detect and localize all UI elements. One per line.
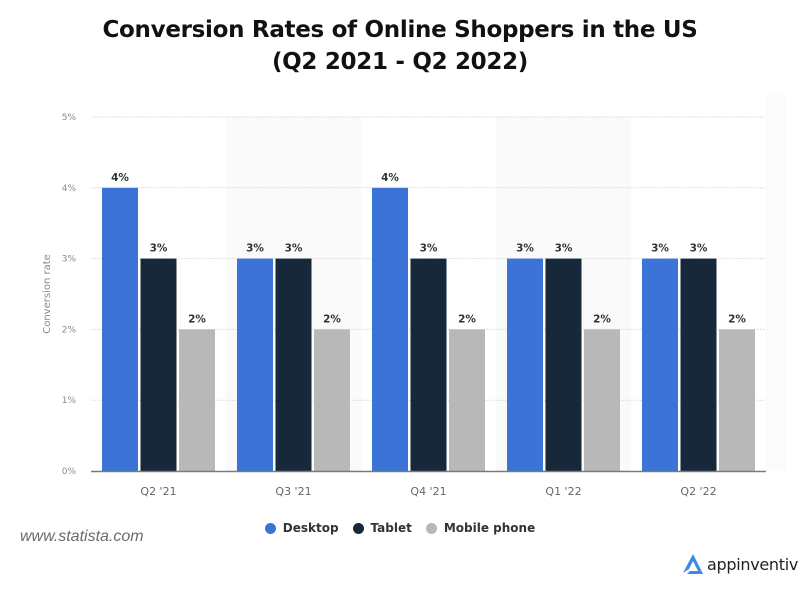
bars — [102, 187, 755, 472]
legend-item-mobile-phone[interactable]: Mobile phone — [425, 521, 536, 535]
y-axis-label: Conversion rate — [42, 254, 53, 334]
x-tick-label: Q4 '21 — [410, 485, 446, 498]
bar-mobile-phone[interactable] — [179, 329, 215, 471]
data-label: 3% — [246, 243, 264, 255]
chart-title-line-2: (Q2 2021 - Q2 2022) — [271, 49, 529, 75]
y-tick-label: 5% — [62, 113, 77, 123]
legend-label: Tablet — [370, 521, 412, 535]
bar-chart: 0% 1% 2% 3% 4% 5% Conversion rate 4% 3% 2% 3% 3% 2… — [42, 95, 786, 498]
bar-mobile-phone[interactable] — [584, 329, 620, 471]
y-tick-label: 1% — [62, 396, 77, 406]
right-band — [766, 95, 786, 471]
bar-mobile-phone[interactable] — [719, 329, 755, 471]
data-label: 2% — [728, 313, 746, 325]
bar-tablet[interactable] — [140, 258, 177, 471]
x-tick-label: Q3 '21 — [275, 485, 311, 498]
data-label: 3% — [651, 243, 669, 255]
bar-tablet[interactable] — [275, 258, 312, 471]
data-labels: 4% 3% 2% 3% 3% 2% 4% 3% 2% 3% 3% 2% 3% 3% 2% — [111, 172, 746, 326]
x-tick-label: Q2 '21 — [140, 485, 176, 498]
bar-tablet[interactable] — [680, 258, 717, 471]
bar-tablet[interactable] — [545, 258, 582, 471]
data-label: 3% — [516, 243, 534, 255]
legend-item-desktop[interactable]: Desktop — [264, 521, 339, 535]
source-text: www.statista.com — [20, 528, 144, 545]
legend-item-tablet[interactable]: Tablet — [352, 521, 412, 535]
chart-title-line-1: Conversion Rates of Online Shoppers in t… — [102, 17, 698, 43]
data-label: 2% — [458, 313, 476, 325]
data-label: 2% — [323, 313, 341, 325]
bar-desktop[interactable] — [102, 187, 138, 472]
legend: Desktop Tablet Mobile phone — [0, 521, 800, 535]
bar-mobile-phone[interactable] — [314, 329, 350, 471]
legend-label: Desktop — [282, 521, 339, 535]
appinventiv-logo-icon — [683, 554, 703, 574]
bar-desktop[interactable] — [642, 258, 678, 471]
y-tick-label: 3% — [62, 255, 77, 265]
legend-marker-icon — [264, 522, 276, 534]
data-label: 2% — [593, 313, 611, 325]
brand-name: appinventiv — [707, 554, 799, 574]
data-label: 4% — [111, 172, 129, 184]
bar-desktop[interactable] — [237, 258, 273, 471]
data-label: 3% — [150, 243, 168, 255]
data-label: 4% — [381, 172, 399, 184]
legend-marker-icon — [425, 522, 437, 534]
bar-desktop[interactable] — [372, 187, 408, 472]
legend-marker-icon — [352, 522, 364, 534]
data-label: 3% — [690, 243, 708, 255]
y-axis-ticks: 0% 1% 2% 3% 4% 5% — [62, 113, 77, 477]
data-label: 3% — [555, 243, 573, 255]
y-tick-label: 4% — [62, 184, 77, 194]
y-tick-label: 2% — [62, 325, 77, 335]
data-label: 2% — [188, 313, 206, 325]
data-label: 3% — [285, 243, 303, 255]
y-tick-label: 0% — [62, 467, 77, 477]
x-tick-label: Q2 '22 — [680, 485, 716, 498]
chart-title: Conversion Rates of Online Shoppers in t… — [0, 14, 800, 78]
brand-logo: appinventiv — [681, 553, 798, 575]
x-axis-ticks: Q2 '21 Q3 '21 Q4 '21 Q1 '22 Q2 '22 — [140, 485, 716, 498]
legend-label: Mobile phone — [443, 521, 536, 535]
data-label: 3% — [420, 243, 438, 255]
bar-tablet[interactable] — [410, 258, 447, 471]
x-tick-label: Q1 '22 — [545, 485, 581, 498]
bar-desktop[interactable] — [507, 258, 543, 471]
bar-mobile-phone[interactable] — [449, 329, 485, 471]
